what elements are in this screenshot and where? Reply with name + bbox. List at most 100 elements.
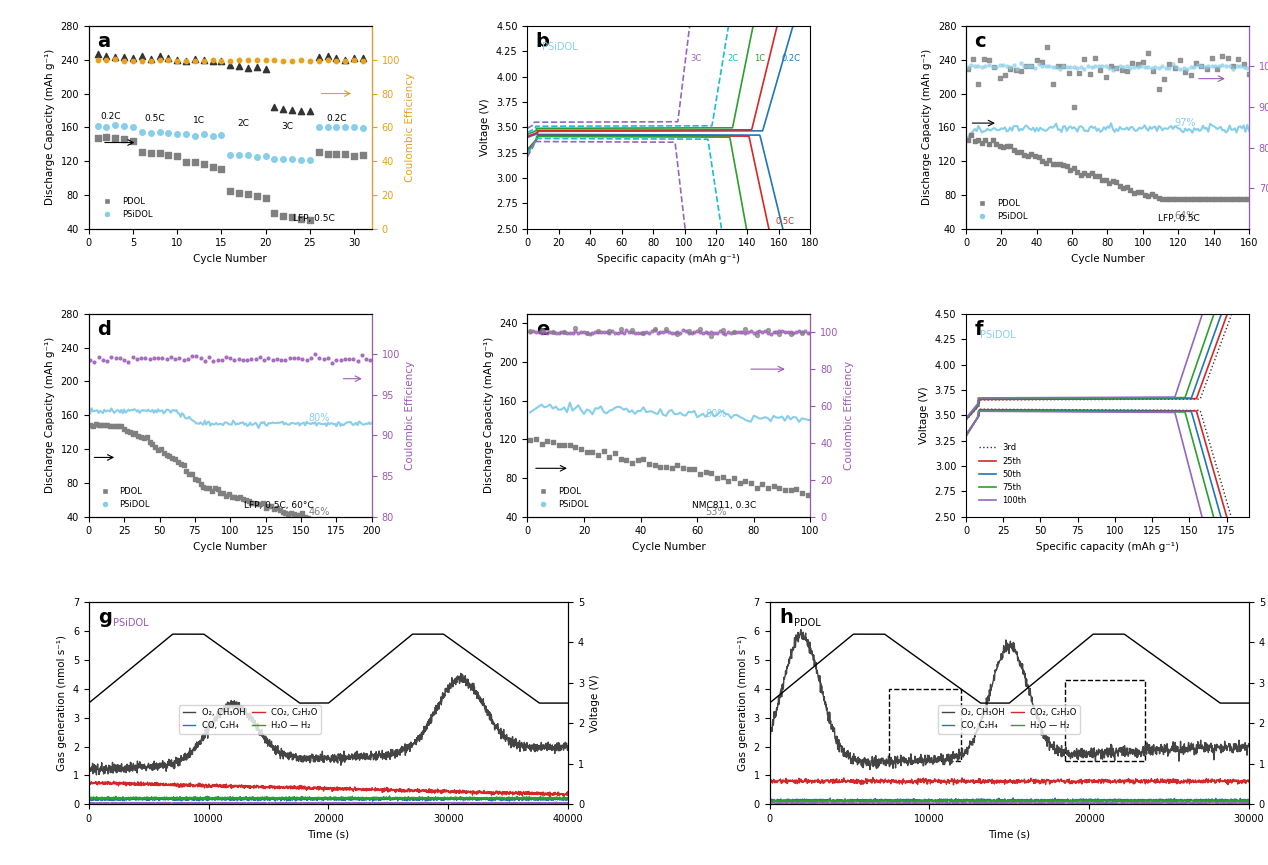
Point [94,418,114,432]
Y-axis label: Discharge Capacity (mAh g⁻¹): Discharge Capacity (mAh g⁻¹) [922,49,932,206]
Point [160,449,180,463]
Point [284,351,304,365]
Point [1046,157,1066,170]
Point [123,350,143,364]
Point [690,325,710,339]
Point [273,151,293,165]
Point [158,51,179,65]
Point [98,419,118,432]
Point [718,474,738,488]
Point [150,145,170,159]
Point [633,326,653,340]
Point [126,426,146,439]
Point [228,352,249,366]
Point [252,497,273,510]
Point [295,510,316,524]
Point [270,503,290,516]
Point [1011,56,1031,70]
Point [194,157,214,170]
Point [667,328,687,342]
Point [656,459,676,473]
Point [625,326,645,340]
Point [150,125,170,139]
Point [1202,59,1222,73]
Point [185,53,205,67]
Point [989,71,1009,85]
Point [520,432,540,446]
Point [1239,67,1259,80]
Point [650,459,671,473]
Point [979,53,999,67]
Point [105,50,126,64]
Point [101,350,122,364]
Point [971,61,992,74]
Point [1153,60,1173,74]
Point [552,325,572,339]
Point [1106,176,1126,189]
Point [670,326,690,340]
Point [194,127,214,141]
Point [1096,70,1116,84]
Point [309,512,330,526]
Point [245,497,265,510]
Point [87,131,108,144]
Point [1170,192,1191,206]
Point [230,59,250,73]
Point [791,324,812,338]
Point [721,326,742,340]
Point [353,51,373,65]
Point [1027,53,1047,67]
Text: 1C: 1C [193,116,205,125]
X-axis label: Cycle Number: Cycle Number [1070,254,1144,264]
Point [203,129,223,143]
Text: f: f [975,320,983,339]
Point [91,418,112,432]
Point [1132,55,1153,69]
Point [1238,61,1258,74]
Point [752,325,772,339]
Point [1216,59,1236,73]
Point [281,54,302,67]
Point [152,350,172,364]
Point [132,54,152,67]
Point [1021,147,1041,161]
Point [531,438,552,452]
Point [227,490,247,504]
Point [165,452,185,466]
Point [715,327,735,341]
Bar [889,689,961,761]
Point [96,120,117,134]
Point [355,518,375,532]
Point [259,351,279,365]
Point [718,325,738,339]
Y-axis label: Coulombic Efficiency: Coulombic Efficiency [844,361,855,470]
Point [123,52,143,66]
Point [1106,61,1126,75]
Point [1018,149,1038,163]
Point [299,153,320,167]
Text: 3C: 3C [281,122,294,131]
Point [522,324,543,338]
Point [644,323,664,336]
Point [735,326,756,340]
Point [98,355,118,368]
Point [339,352,359,366]
Text: 53%: 53% [706,507,727,516]
Point [770,327,790,341]
Point [148,351,169,365]
Point [1042,77,1063,91]
Point [264,502,284,516]
Text: LFP, 0.5C: LFP, 0.5C [1159,214,1201,222]
Point [1064,162,1084,176]
Text: 97%: 97% [1174,118,1196,128]
Point [724,325,744,339]
Point [1121,61,1141,75]
Point [308,119,328,133]
Point [989,59,1009,73]
Point [1167,192,1187,206]
Point [791,486,812,500]
Point [100,420,120,433]
Point [331,353,351,367]
Point [710,324,730,338]
Point [1173,192,1193,206]
